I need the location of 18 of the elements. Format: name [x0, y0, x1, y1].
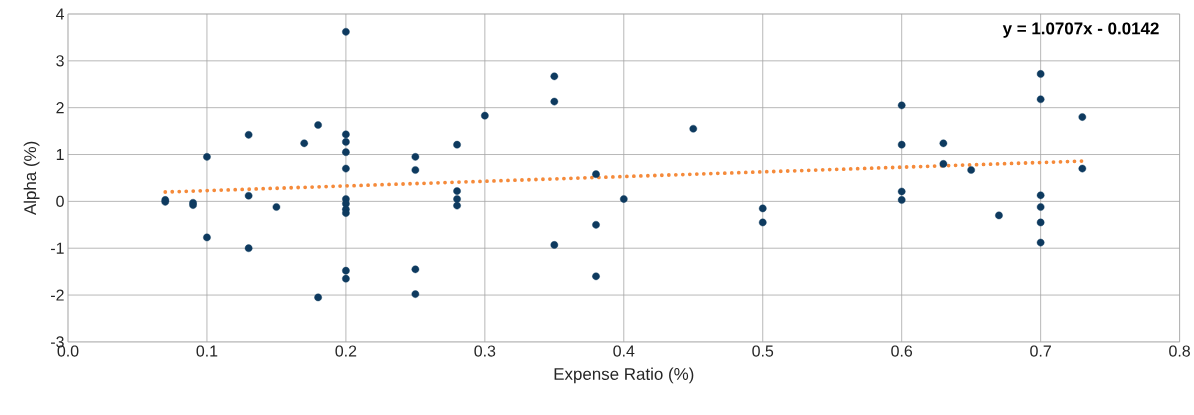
- y-tick-label: 1: [56, 149, 64, 161]
- x-axis-title: Expense Ratio (%): [554, 367, 694, 384]
- x-tick-label: 0.1: [196, 345, 218, 357]
- x-tick-label: 0.7: [1030, 345, 1051, 357]
- x-tick-label: 0.3: [474, 345, 496, 357]
- y-tick-label: 4: [55, 8, 65, 20]
- x-tick-label: 0.4: [613, 345, 635, 357]
- annotation: y = 1.0707x - 0.0142: [1002, 22, 1159, 38]
- y-axis-title: Alpha (%): [23, 141, 40, 216]
- x-tick-label: 0.2: [335, 345, 357, 357]
- y-tick-label: 3: [56, 55, 64, 67]
- x-tick-label: 0.8: [1169, 345, 1190, 357]
- x-tick-label: 0.6: [891, 345, 913, 357]
- y-tick-label: -1: [51, 242, 64, 254]
- x-tick-label: 0.5: [752, 345, 774, 357]
- y-tick-label: -2: [51, 289, 64, 301]
- y-tick-label: 2: [56, 102, 64, 114]
- y-tick-label: 0: [56, 195, 64, 208]
